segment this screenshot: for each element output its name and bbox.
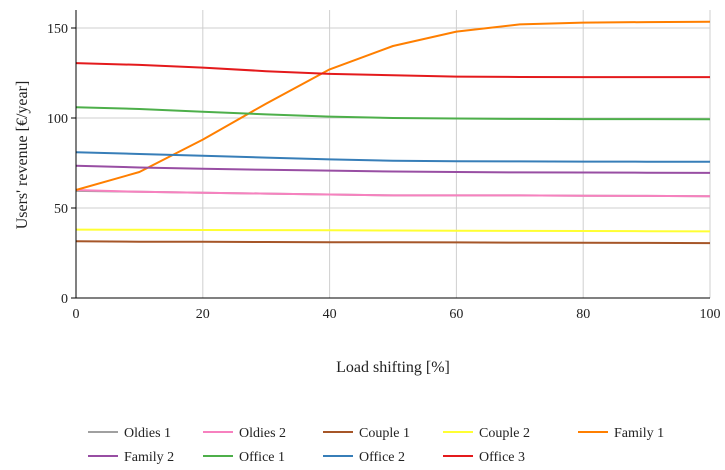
y-axis-title: Users' revenue [€/year]	[14, 81, 31, 230]
legend-label-family-1: Family 1	[614, 426, 664, 441]
legend-label-office-1: Office 1	[239, 450, 285, 465]
series-line-couple-2	[75, 228, 711, 233]
series-line-office-3	[75, 62, 710, 79]
y-tick-label: 50	[54, 202, 68, 217]
legend-label-family-2: Family 2	[124, 450, 174, 465]
series-line-office-1	[75, 106, 711, 121]
x-tick-label: 0	[73, 307, 80, 322]
legend-label-oldies-1: Oldies 1	[124, 426, 171, 441]
y-tick-label: 0	[61, 292, 68, 307]
series-lines	[75, 20, 711, 245]
x-tick-label: 80	[576, 307, 590, 322]
x-tick-label: 20	[196, 307, 210, 322]
x-tick-label: 40	[323, 307, 337, 322]
axes	[71, 10, 710, 299]
legend-label-couple-1: Couple 1	[359, 426, 410, 441]
series-line-couple-1	[75, 240, 711, 245]
x-axis-title: Load shifting [%]	[336, 359, 450, 376]
y-tick-label: 150	[47, 22, 68, 37]
x-tick-labels: 0 20 40 60 80 100	[73, 307, 721, 322]
y-tick-labels: 0 50 100 150	[47, 22, 68, 307]
series-line-office-2	[75, 151, 710, 163]
legend-label-office-2: Office 2	[359, 450, 405, 465]
series-line-family-2	[75, 164, 711, 174]
y-tick-label: 100	[47, 112, 68, 127]
legend-label-oldies-2: Oldies 2	[239, 426, 286, 441]
legend-label-couple-2: Couple 2	[479, 426, 530, 441]
series-line-family-1	[75, 20, 711, 191]
series-line-oldies-2	[75, 189, 711, 198]
x-tick-label: 100	[700, 307, 721, 322]
legend-label-office-3: Office 3	[479, 450, 525, 465]
legend: Oldies 1 Oldies 2 Couple 1 Couple 2 Family 1…	[88, 426, 664, 465]
x-tick-label: 60	[449, 307, 463, 322]
